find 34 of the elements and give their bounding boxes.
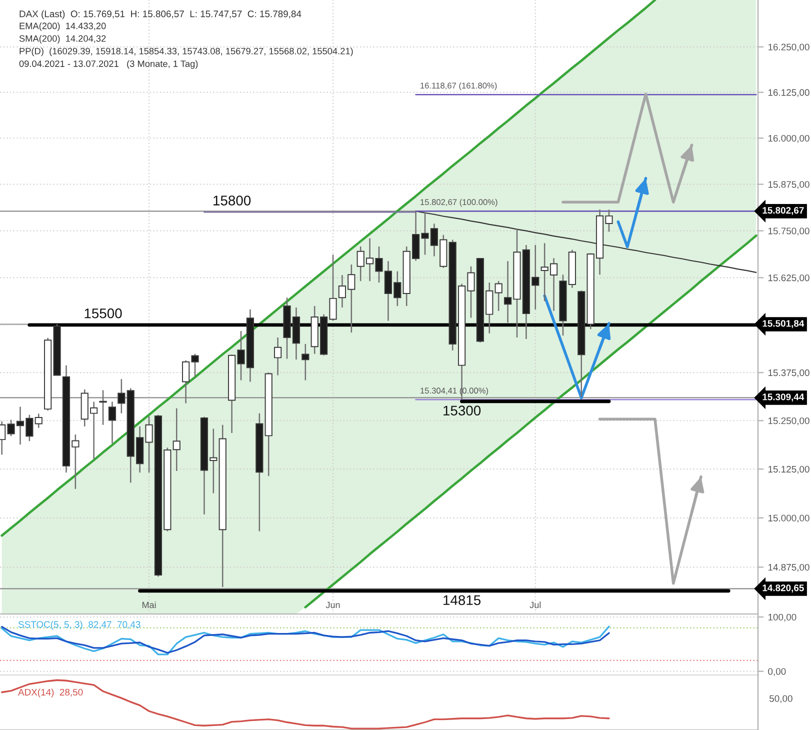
series-label: 15.802,67 (100.00%) [420, 198, 498, 207]
text: SSTOC(5, 5, 3) 82,47 70,43 [18, 620, 140, 630]
text: 50,00 [769, 695, 792, 704]
text: DAX (Last) O: 15.769,51 H: 15.806,57 L: 15.747,57 C: 15.789,84 [20, 10, 302, 20]
series-label: 16.118,67 (161.80%) [420, 82, 497, 90]
y-tick-label: 15.250,00 [768, 417, 810, 426]
y-tick-label: 15.375,00 [768, 369, 810, 378]
x-tick-label: Mai [142, 602, 156, 608]
y-tick-label: 16.250,00 [768, 44, 810, 52]
x-tick-label: Jul [530, 602, 541, 608]
y-tick-label: 15.750,00 [768, 228, 810, 236]
data-label: 14815 [444, 595, 481, 606]
ref-line-label: 15.309,44 [762, 394, 804, 402]
annotation: EMA(200) 14.433,20 [20, 22, 106, 31]
annotation: 09.04.2021 - 13.07.2021 (3 Monate, 1 Tag) [19, 60, 198, 69]
annotation: PP(D) (16029.39, 15918.14, 15854.33, 15743.08, 15679.27, 15568.02, 15504.21) [20, 48, 353, 56]
y-tick-label: 15.000,00 [768, 514, 810, 523]
annotation: SMA(200) 14.204,32 [19, 35, 106, 44]
y-tick-label: 16.000,00 [768, 134, 810, 143]
y-tick-label: 0,00 [768, 668, 786, 676]
y-tick-label: 15.875,00 [768, 181, 810, 189]
text: ADX(14) 28,50 [18, 688, 83, 698]
ref-line-label: 15.501,84 [762, 320, 804, 328]
data-label: 15800 [214, 196, 251, 206]
ref-line-label: 15.802,67 [762, 206, 804, 216]
data-label: 15500 [84, 308, 122, 318]
ref-line-label: 14.820,65 [762, 584, 804, 593]
y-tick-label: 15.625,00 [768, 274, 810, 282]
y-tick-label: 100,00 [768, 614, 796, 622]
y-tick-label: 14.875,00 [768, 564, 810, 572]
y-tick-label: 15.125,00 [768, 466, 810, 474]
data-label: 15300 [444, 406, 481, 416]
y-tick-label: 16.125,00 [768, 89, 810, 97]
x-tick-label: Jun [326, 602, 340, 608]
